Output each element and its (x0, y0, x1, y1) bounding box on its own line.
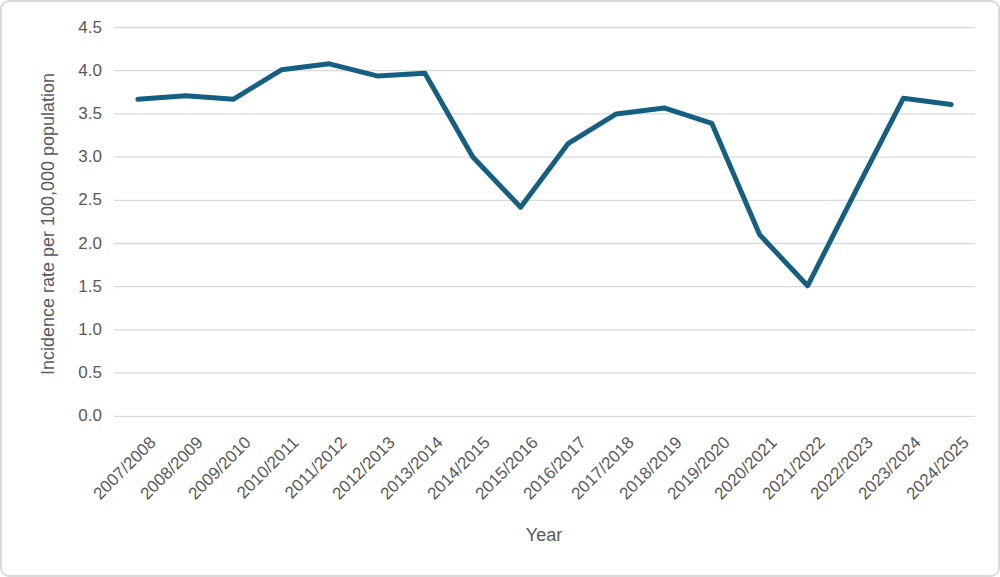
line-chart: 0.00.51.01.52.02.53.03.54.04.5 2007/2008… (0, 0, 1000, 577)
x-axis-title: Year (526, 525, 562, 546)
y-tick-label: 0.0 (42, 406, 102, 426)
y-axis-title: Incidence rate per 100,000 population (38, 73, 59, 375)
y-tick-label: 4.5 (42, 18, 102, 38)
series-line (138, 64, 951, 286)
